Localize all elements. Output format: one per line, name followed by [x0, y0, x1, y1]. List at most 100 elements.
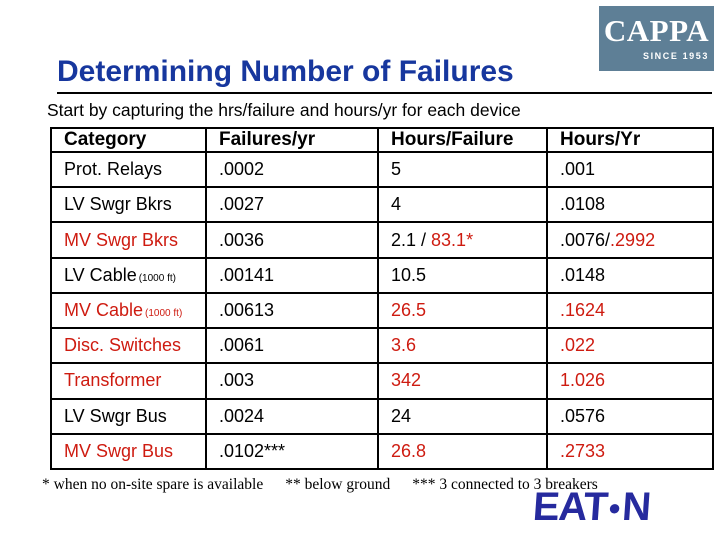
eaton-dot-icon: ●: [607, 495, 623, 520]
table-row-mv-swgr-bkrs: MV Swgr Bkrs .0036 2.1 / 83.1* .0076/.2992: [50, 221, 714, 259]
table-row-lv-cable: LV Cable (1000 ft) .00141 10.5 .0148: [50, 256, 714, 294]
cell-value-segment: .0027: [219, 194, 265, 215]
cappa-tagline: SINCE 1953: [642, 51, 709, 61]
cell-hours-yr: .001: [546, 150, 714, 189]
cell-value-segment: 10.5: [391, 264, 427, 285]
cell-failures-yr: .00141: [205, 256, 379, 294]
cell-value-segment: 4: [391, 194, 402, 215]
cell-value-segment: 83.1*: [431, 229, 474, 250]
cell-hours-failure: 3.6: [377, 327, 548, 365]
col-header-category: Category: [50, 127, 207, 153]
title-underline: [57, 92, 712, 94]
eaton-wordmark-right: N: [620, 485, 652, 529]
cell-hours-failure: 26.8: [377, 432, 548, 471]
cell-failures-yr: .003: [205, 362, 379, 400]
table-row-mv-swgr-bus: MV Swgr Bus .0102*** 26.8 .2733: [50, 432, 714, 471]
category-label: LV Cable: [64, 264, 137, 285]
cell-hours-yr: .0076/.2992: [546, 221, 714, 259]
category-label: Transformer: [64, 370, 162, 391]
cell-hours-yr: .0108: [546, 186, 714, 224]
cell-failures-yr: .0024: [205, 397, 379, 435]
col-header-hours-yr: Hours/Yr: [546, 127, 714, 153]
category-label: LV Swgr Bus: [64, 405, 167, 426]
footnote-spare: * when no on-site spare is available: [42, 476, 264, 493]
cell-hours-yr: .0148: [546, 256, 714, 294]
cell-hours-yr: .2733: [546, 432, 714, 471]
table-row-prot-relays: Prot. Relays .0002 5 .001: [50, 150, 714, 189]
cell-value-segment: .00141: [219, 264, 275, 285]
cell-category: LV Swgr Bkrs: [50, 186, 207, 224]
category-label: MV Swgr Bus: [64, 440, 174, 461]
table-body: Prot. Relays .0002 5 .001 LV Swgr Bkrs .0027 4…: [50, 150, 714, 471]
cell-hours-failure: 24: [377, 397, 548, 435]
cell-value-segment: .0024: [219, 405, 265, 426]
cell-value-segment: 5: [391, 159, 402, 180]
slide-title: Determining Number of Failures: [57, 55, 514, 88]
cell-category: Prot. Relays: [50, 150, 207, 189]
cell-value-segment: .0108: [560, 194, 606, 215]
cell-category: LV Cable (1000 ft): [50, 256, 207, 294]
cell-hours-failure: 342: [377, 362, 548, 400]
cell-value-segment: .022: [560, 335, 596, 356]
col-header-failures-yr: Failures/yr: [205, 127, 379, 153]
table-row-disc-switches: Disc. Switches .0061 3.6 .022: [50, 327, 714, 365]
table-row-lv-swgr-bkrs: LV Swgr Bkrs .0027 4 .0108: [50, 186, 714, 224]
cell-category: LV Swgr Bus: [50, 397, 207, 435]
eaton-wordmark-left: EAT: [531, 485, 609, 529]
cell-hours-failure: 26.5: [377, 291, 548, 330]
cell-value-segment: .0036: [219, 229, 265, 250]
cell-value-segment: .0002: [219, 159, 265, 180]
cell-category: MV Cable (1000 ft): [50, 291, 207, 330]
cell-value-segment: 1.026: [560, 370, 606, 391]
cell-hours-yr: .022: [546, 327, 714, 365]
category-label: MV Swgr Bkrs: [64, 229, 179, 250]
cell-value-segment: .0148: [560, 264, 606, 285]
cell-hours-failure: 10.5: [377, 256, 548, 294]
footnotes: * when no on-site spare is available ** b…: [42, 476, 598, 494]
footnote-below-ground: ** below ground: [285, 476, 391, 493]
cell-failures-yr: .00613: [205, 291, 379, 330]
cell-category: MV Swgr Bkrs: [50, 221, 207, 259]
cell-value-segment: .0061: [219, 335, 265, 356]
cell-value-segment: .0102***: [219, 440, 286, 461]
table-row-mv-cable: MV Cable (1000 ft) .00613 26.5 .1624: [50, 291, 714, 330]
eaton-logo: EAT●N: [531, 485, 652, 529]
cell-failures-yr: .0002: [205, 150, 379, 189]
category-subscript: (1000 ft): [145, 307, 183, 319]
cell-category: Disc. Switches: [50, 327, 207, 365]
category-label: Prot. Relays: [64, 159, 163, 180]
cell-value-segment: .2992: [610, 229, 656, 250]
cell-failures-yr: .0036: [205, 221, 379, 259]
cell-value-segment: .0576: [560, 405, 606, 426]
cell-value-segment: .003: [219, 370, 255, 391]
table-row-transformer: Transformer .003 342 1.026: [50, 362, 714, 400]
table-header-row: Category Failures/yr Hours/Failure Hours/Yr: [50, 127, 714, 153]
cell-hours-failure: 2.1 / 83.1*: [377, 221, 548, 259]
category-label: MV Cable: [64, 299, 144, 320]
cell-hours-failure: 4: [377, 186, 548, 224]
cell-value-segment: .2733: [560, 440, 606, 461]
failure-rate-table: Category Failures/yr Hours/Failure Hours/Yr…: [50, 127, 714, 471]
cell-failures-yr: .0027: [205, 186, 379, 224]
cell-value-segment: .001: [560, 159, 596, 180]
cell-value-segment: 24: [391, 405, 412, 426]
col-header-hours-failure: Hours/Failure: [377, 127, 548, 153]
cell-value-segment: 26.8: [391, 440, 427, 461]
cappa-logo: CAPPA SINCE 1953: [599, 6, 714, 71]
cell-value-segment: .00613: [219, 299, 275, 320]
footnote-breakers: *** 3 connected to 3 breakers: [412, 476, 598, 493]
cappa-wordmark: CAPPA: [603, 13, 710, 48]
cell-value-segment: .1624: [560, 299, 606, 320]
cell-failures-yr: .0102***: [205, 432, 379, 471]
cell-failures-yr: .0061: [205, 327, 379, 365]
cell-value-segment: 3.6: [391, 335, 417, 356]
cell-value-segment: 342: [391, 370, 422, 391]
cell-hours-yr: .0576: [546, 397, 714, 435]
cell-value-segment: 26.5: [391, 299, 427, 320]
table-header-row: Category Failures/yr Hours/Failure Hours/Yr: [50, 127, 714, 153]
table-row-lv-swgr-bus: LV Swgr Bus .0024 24 .0576: [50, 397, 714, 435]
cell-hours-failure: 5: [377, 150, 548, 189]
cell-value-segment: .0076/: [560, 229, 611, 250]
category-label: LV Swgr Bkrs: [64, 194, 172, 215]
category-subscript: (1000 ft): [138, 272, 176, 284]
